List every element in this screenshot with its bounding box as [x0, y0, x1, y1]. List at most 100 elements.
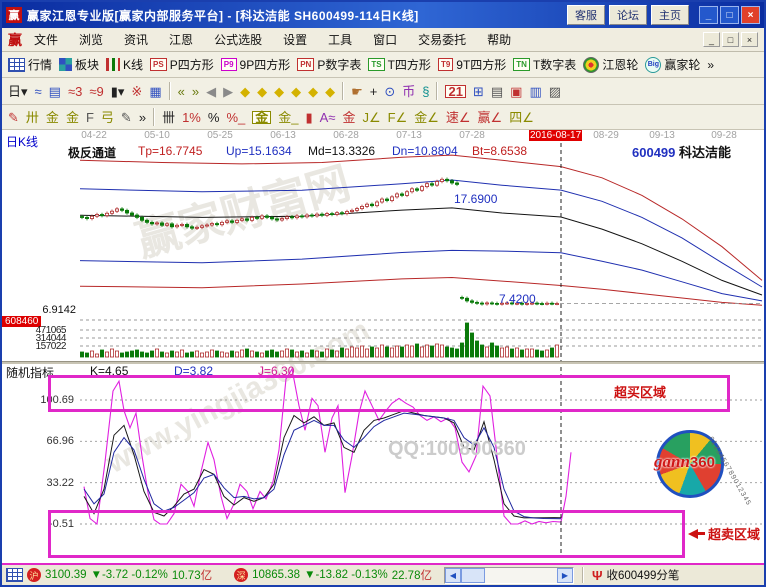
- tool-first-bar[interactable]: «: [177, 83, 185, 99]
- tool-a-wave[interactable]: A≈: [319, 109, 336, 125]
- toolbar-p-number-table[interactable]: PN P数字表: [297, 56, 361, 73]
- tool-one-percent[interactable]: 1%: [182, 109, 201, 125]
- tool-hand-tool[interactable]: ☛: [351, 83, 363, 99]
- tool-brush-candle[interactable]: ▮: [305, 109, 313, 125]
- menu-item-资讯[interactable]: 资讯: [124, 33, 149, 47]
- minimize-button[interactable]: _: [699, 6, 718, 24]
- tool-calculator-tool[interactable]: ⊞: [472, 83, 484, 99]
- tool-measure-tool[interactable]: ⊙: [384, 83, 396, 99]
- tool-knot-tool[interactable]: §: [422, 83, 430, 99]
- tool-pencil-grid[interactable]: ✎: [120, 109, 132, 125]
- tool-crosshair-tool[interactable]: +: [369, 83, 378, 99]
- tool-f-grid[interactable]: F: [85, 109, 94, 125]
- menu-item-公式选股[interactable]: 公式选股: [214, 33, 263, 47]
- mdi-close-button[interactable]: ×: [741, 32, 758, 47]
- tool-bars-tool[interactable]: 卌: [162, 109, 176, 125]
- tool-draw-overflow[interactable]: »: [138, 109, 147, 125]
- tool-chart-tool[interactable]: ▦: [149, 83, 162, 99]
- horizontal-scrollbar[interactable]: ◀ ▶: [443, 566, 574, 584]
- tool-zoom-left-diamond[interactable]: ◆: [240, 83, 251, 99]
- tool-wave-3[interactable]: ≈3: [67, 83, 83, 99]
- close-button[interactable]: ×: [741, 6, 760, 24]
- tab-daily-kline[interactable]: 日K线: [6, 135, 39, 149]
- tool-notes-tool[interactable]: ▤: [490, 83, 504, 99]
- toolbar-sectors[interactable]: 板块: [59, 56, 99, 73]
- scrollbar-thumb[interactable]: [460, 567, 485, 583]
- tool-wave-tool[interactable]: ≈: [34, 83, 42, 99]
- tool-last-bar[interactable]: »: [191, 83, 200, 99]
- tool-prev-bar[interactable]: ◀: [206, 83, 217, 99]
- toolbar-9t-square[interactable]: T9 9T四方形: [437, 56, 506, 73]
- tool-gold-angle[interactable]: 金∠: [414, 109, 439, 125]
- tool-print-tool[interactable]: ▨: [548, 83, 562, 99]
- tick-receive-status[interactable]: 收600499分笔: [606, 570, 680, 582]
- t-square-icon: TS: [368, 58, 385, 71]
- tool-j-angle[interactable]: J∠: [362, 109, 381, 125]
- toolbar-t-number-table[interactable]: TN T数字表: [513, 56, 576, 73]
- shenzhen-badge: 深: [234, 568, 249, 582]
- quote-table-icon[interactable]: [6, 568, 23, 582]
- scroll-left-icon[interactable]: ◀: [444, 567, 461, 583]
- menu-item-江恩[interactable]: 江恩: [169, 33, 194, 47]
- tool-speed-angle[interactable]: 速∠: [445, 109, 471, 125]
- tool-zoom-right-diamond[interactable]: ◆: [257, 83, 268, 99]
- tool-fit-diamond[interactable]: ◆: [308, 83, 319, 99]
- toolbar-kline[interactable]: K线: [106, 56, 143, 73]
- tool-wave-9[interactable]: ≈9: [89, 83, 104, 99]
- tool-f-angle[interactable]: F∠: [387, 109, 408, 125]
- tool-gold-circle[interactable]: 金: [252, 110, 272, 124]
- menu-item-帮助[interactable]: 帮助: [487, 33, 512, 47]
- menu-item-浏览[interactable]: 浏览: [79, 33, 104, 47]
- tool-full-diamond[interactable]: ◆: [325, 83, 336, 99]
- titlebar-button-2[interactable]: 主页: [651, 5, 689, 25]
- tool-compress-diamond[interactable]: ◆: [291, 83, 302, 99]
- menu-item-交易委托[interactable]: 交易委托: [418, 33, 467, 47]
- tool-percent[interactable]: %: [207, 109, 220, 125]
- tool-seal-tool[interactable]: ✎: [8, 109, 19, 125]
- tool-period-dropdown[interactable]: 日▾: [8, 83, 28, 99]
- menu-item-文件[interactable]: 文件: [34, 33, 59, 47]
- titlebar-button-0[interactable]: 客服: [567, 5, 605, 25]
- tool-calendar-tool[interactable]: 21: [445, 84, 466, 98]
- titlebar[interactable]: 赢 赢家江恩专业版[赢家内部服务平台] - [科达洁能 SH600499-114…: [2, 2, 764, 28]
- channel-line-tp: [79, 154, 763, 281]
- tool-next-bar[interactable]: ▶: [223, 83, 234, 99]
- candle-body: [494, 302, 499, 305]
- mdi-minimize-button[interactable]: _: [703, 32, 720, 47]
- tool-screen-tool[interactable]: ▥: [529, 83, 542, 99]
- scroll-right-icon[interactable]: ▶: [556, 567, 573, 583]
- candle-body: [499, 302, 504, 305]
- menu-item-窗口[interactable]: 窗口: [373, 33, 398, 47]
- tool-candle-style-dropdown[interactable]: ▮▾: [110, 83, 125, 99]
- tool-list-tool[interactable]: ▤: [48, 83, 61, 99]
- toolbar-winner-wheel[interactable]: Big 赢家轮: [645, 56, 700, 73]
- mdi-restore-button[interactable]: □: [722, 32, 739, 47]
- tool-spiral-tool[interactable]: 弓: [100, 109, 114, 125]
- arrow-left-icon: [688, 528, 698, 539]
- toolbar-p-square[interactable]: PS P四方形: [150, 56, 214, 73]
- menu-item-设置[interactable]: 设置: [283, 33, 308, 47]
- indicator-k: K=4.65: [90, 364, 129, 378]
- tool-coin-tool[interactable]: 币: [402, 83, 416, 99]
- tool-percent-line[interactable]: %_: [226, 109, 246, 125]
- toolbar-t-square[interactable]: TS T四方形: [368, 56, 431, 73]
- tool-expand-diamond[interactable]: ◆: [274, 83, 285, 99]
- tool-gold-grid-2[interactable]: 金: [65, 109, 79, 125]
- tool-gold-grid-1[interactable]: 金: [45, 109, 59, 125]
- tool-win-angle[interactable]: 赢∠: [477, 109, 503, 125]
- tool-gold-red[interactable]: 金: [342, 109, 356, 125]
- maximize-button[interactable]: □: [720, 6, 739, 24]
- candle-body: [399, 193, 404, 196]
- toolbar-gann-wheel[interactable]: 江恩轮: [583, 56, 638, 73]
- volume-bar: [269, 349, 274, 358]
- titlebar-button-1[interactable]: 论坛: [609, 5, 647, 25]
- toolbar-quotes[interactable]: 行情: [8, 56, 52, 73]
- menu-item-工具[interactable]: 工具: [328, 33, 353, 47]
- tool-four-angle[interactable]: 四∠: [509, 109, 534, 125]
- toolbar-9p-square[interactable]: P9 9P四方形: [220, 56, 290, 73]
- tool-gold-line[interactable]: 金_: [278, 109, 299, 125]
- tool-grid-tool[interactable]: 卅: [25, 109, 39, 125]
- tool-pattern-tool[interactable]: ※: [131, 83, 143, 99]
- tool-save-tool[interactable]: ▣: [510, 83, 523, 99]
- toolbar-toolbar-overflow[interactable]: »: [707, 58, 714, 72]
